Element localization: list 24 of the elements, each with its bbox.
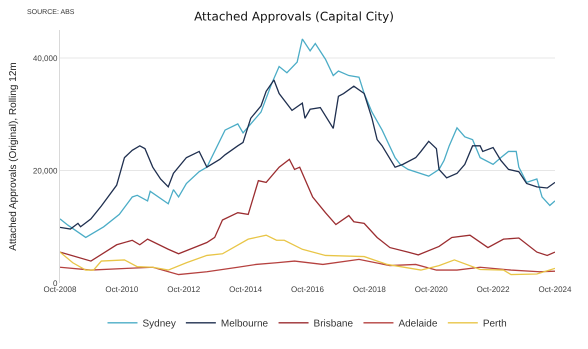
legend-label: Brisbane (314, 318, 354, 330)
y-tick-label: 20,000 (32, 166, 58, 176)
x-tick-label: Oct-2020 (414, 285, 448, 294)
x-tick-label: Oct-2024 (538, 285, 572, 294)
line-series (60, 79, 555, 230)
legend-label: Perth (482, 318, 507, 330)
x-tick-label: Oct-2008 (44, 285, 78, 294)
y-tick-label: 0 (52, 278, 58, 288)
y-tick-label: 40,000 (32, 54, 58, 63)
line-series (60, 38, 555, 238)
x-tick-label: Oct-2014 (229, 285, 263, 294)
x-tick-label: Oct-2018 (352, 285, 386, 294)
y-axis-title: Attached Approvals (Original), Rolling 12m (8, 62, 19, 251)
x-tick-label: Oct-2022 (476, 285, 510, 294)
line-series (60, 158, 555, 262)
line-series (60, 258, 555, 276)
legend-label: Sydney (142, 318, 176, 330)
legend-label: Melbourne (220, 318, 269, 330)
chart-title: Attached Approvals (Capital City) (194, 10, 394, 24)
line-series (60, 234, 555, 276)
x-tick-label: Oct-2016 (291, 285, 325, 294)
x-tick-label: Oct-2012 (167, 285, 201, 294)
legend-label: Adelaide (398, 318, 438, 330)
x-tick-label: Oct-2010 (105, 285, 139, 294)
